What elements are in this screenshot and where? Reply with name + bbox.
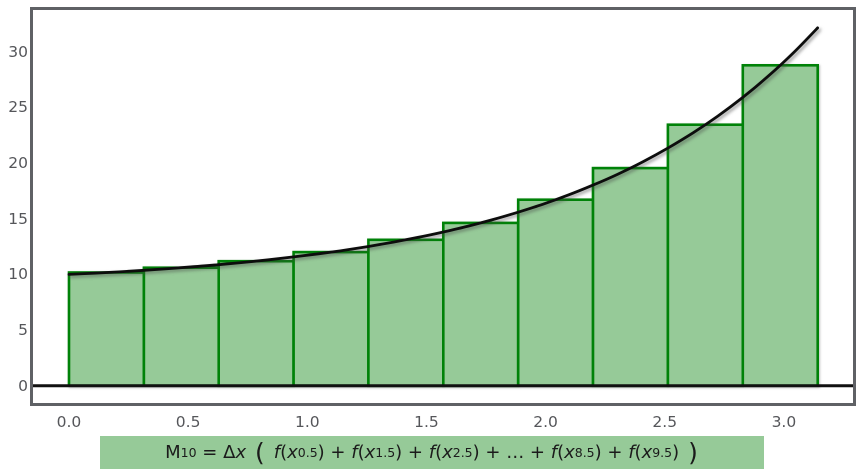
y-axis-tick-label: 10 <box>8 265 28 284</box>
y-axis-tick-label: 0 <box>18 376 28 395</box>
formula-token: 8.5 <box>574 445 595 460</box>
x-axis-tick-label: 2.0 <box>533 413 558 431</box>
formula-token: = <box>196 442 224 463</box>
riemann-bar <box>217 259 295 388</box>
formula-token: 10 <box>180 445 197 460</box>
formula-token: f <box>351 442 358 463</box>
formula-token: M <box>165 442 181 463</box>
formula-token: x <box>364 442 376 463</box>
x-axis-tick-label: 3.0 <box>771 413 797 431</box>
riemann-bar <box>741 63 819 387</box>
x-axis-tick-label: 1.5 <box>414 413 439 431</box>
riemann-bar <box>441 221 520 388</box>
riemann-bar <box>591 166 670 388</box>
formula-token: ( <box>247 438 273 467</box>
plot-area <box>30 7 856 406</box>
formula-token: ) + <box>594 442 629 463</box>
formula-token: f <box>428 442 436 463</box>
formula-token: 9.5 <box>652 445 673 460</box>
formula-token: ) <box>680 438 698 467</box>
formula-token: 0.5 <box>297 445 318 460</box>
riemann-bar <box>142 266 221 388</box>
formula-token: 1.5 <box>375 445 396 460</box>
formula-token: ) + <box>395 442 429 463</box>
riemann-bar <box>292 250 370 388</box>
x-axis-tick-label: 0.0 <box>56 413 82 431</box>
y-axis-tick-label: 20 <box>8 154 28 173</box>
formula-token: ) <box>672 442 680 463</box>
plot-canvas <box>33 26 853 388</box>
formula-token: ( <box>280 442 288 463</box>
formula-token: f <box>550 442 558 463</box>
formula-token: 2.5 <box>452 445 473 460</box>
formula-token: f <box>273 442 281 463</box>
formula-token: ( <box>357 442 365 463</box>
y-axis-tick-label: 15 <box>8 209 28 228</box>
formula-token: Δ <box>223 442 236 463</box>
formula-token: x <box>287 442 298 463</box>
x-axis-tick-label: 1.0 <box>294 413 320 431</box>
formula-token: x <box>235 442 247 463</box>
riemann-bars-group <box>67 63 819 388</box>
formula-token: x <box>641 442 653 463</box>
formula-token: ) + … + <box>472 442 551 463</box>
formula-token: ( <box>634 442 642 463</box>
y-axis-tick-label: 25 <box>8 98 28 117</box>
riemann-bar <box>67 271 146 387</box>
x-axis-tick-label: 2.5 <box>652 413 678 431</box>
riemann-bar <box>367 238 445 388</box>
formula-token: ) + <box>317 442 352 463</box>
formula-token: f <box>628 442 635 463</box>
function-curve <box>67 26 819 276</box>
formula-token: ( <box>435 442 443 463</box>
riemann-bar <box>516 198 595 387</box>
x-axis-tick-label: 0.5 <box>175 413 201 431</box>
formula-token: x <box>442 442 453 463</box>
formula-token: x <box>564 442 575 463</box>
y-axis-tick-label: 5 <box>18 321 28 340</box>
formula-token: ( <box>557 442 565 463</box>
riemann-bar <box>666 123 745 388</box>
y-axis-tick-label: 30 <box>8 42 28 61</box>
